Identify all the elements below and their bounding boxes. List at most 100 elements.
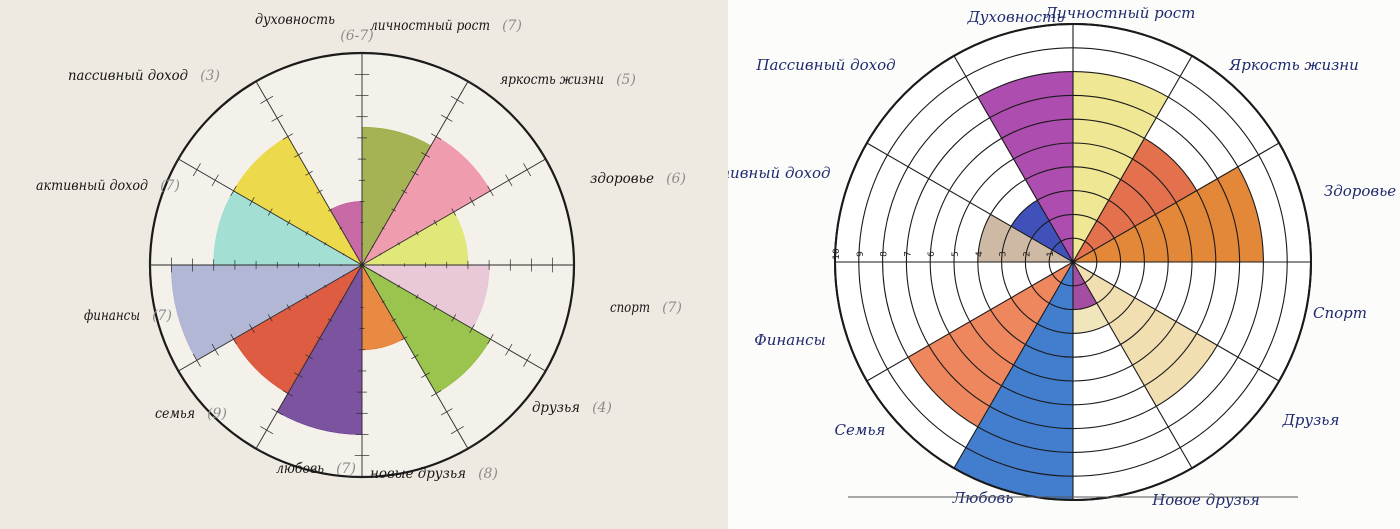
category-label-5: Спорт <box>1313 304 1367 322</box>
tick-mark <box>460 444 476 453</box>
tick-mark <box>267 208 273 216</box>
tick-label: 8 <box>880 251 890 257</box>
tick-mark <box>305 230 309 236</box>
left-wheel-photo: духовность (6-7) личностный рост (7) яркость… <box>0 0 728 529</box>
segment-label-3: яркость жизни (5) <box>500 72 636 88</box>
spoke <box>1072 261 1280 382</box>
score-text: (7) <box>502 18 522 34</box>
tick-mark <box>541 151 550 167</box>
tick-mark <box>282 390 293 397</box>
segment-label-2: личностный рост (7) <box>370 18 522 34</box>
category-label-6: Друзья <box>1282 411 1340 429</box>
spoke <box>1072 142 1280 263</box>
wedge-5 <box>1073 262 1218 407</box>
tick-mark <box>397 242 400 246</box>
spoke <box>866 261 1074 382</box>
label-text: друзья <box>532 400 580 416</box>
spoke <box>1072 55 1193 263</box>
tick-mark <box>211 174 219 187</box>
tick-mark <box>415 294 419 300</box>
tick-mark <box>411 354 419 360</box>
label-text: активный доход <box>36 178 148 194</box>
label-text: пассивный доход <box>68 68 188 84</box>
tick-mark <box>421 152 430 158</box>
tick-mark <box>431 390 442 397</box>
category-label-8: Любовь <box>952 489 1014 507</box>
tick-mark <box>248 444 264 453</box>
score-text: (7) <box>152 308 172 324</box>
tick-mark <box>286 219 291 226</box>
label-text: здоровье <box>590 171 654 187</box>
wedge-2 <box>1073 138 1197 262</box>
tick-mark <box>391 318 397 322</box>
label-text: новые друзья <box>370 466 466 482</box>
tick-mark <box>249 324 255 333</box>
label-text: спорт <box>610 300 650 316</box>
tick-mark <box>339 227 343 230</box>
tick-mark <box>230 334 237 345</box>
score-text: (3) <box>200 68 220 84</box>
tick-mark <box>286 304 291 311</box>
segment-label-5: спорт (7) <box>610 300 682 316</box>
tick-mark <box>451 208 457 216</box>
category-label-11: Активный доход <box>728 164 831 182</box>
tick-mark <box>379 274 382 277</box>
category-label-1: Духовность <box>967 8 1065 26</box>
score-text: (9) <box>207 406 227 422</box>
tick-mark <box>305 170 313 176</box>
tick-mark <box>469 197 475 206</box>
tick-mark <box>174 151 183 167</box>
segment-label-7: новые друзья (8) <box>370 466 498 482</box>
tick-mark <box>411 170 419 176</box>
tick-mark <box>440 114 453 122</box>
tick-mark <box>523 163 532 177</box>
score-text: (8) <box>478 466 498 482</box>
wedge-7 <box>954 262 1073 500</box>
tick-mark <box>487 185 494 196</box>
tick-mark <box>505 174 513 187</box>
category-label-9: Семья <box>835 421 886 439</box>
tick-mark <box>371 282 374 285</box>
label-text: любовь <box>276 461 324 477</box>
category-label-4: Здоровье <box>1324 182 1396 200</box>
tick-label: 1 <box>1046 251 1056 257</box>
tick-mark <box>271 408 284 416</box>
segment-label-12: пассивный доход (3) <box>68 68 220 84</box>
tick-label: 7 <box>903 251 913 257</box>
tick-mark <box>271 114 284 122</box>
spoke <box>1072 261 1193 469</box>
tick-mark <box>192 353 201 367</box>
tick-mark <box>450 426 464 435</box>
tick-label: 2 <box>1022 251 1032 257</box>
tick-mark <box>381 227 385 230</box>
tick-mark <box>294 152 303 158</box>
tick-mark <box>267 314 273 322</box>
tick-mark <box>327 208 333 212</box>
category-label-12: Пассивный доход <box>755 56 895 74</box>
tick-mark <box>324 284 327 288</box>
segment-label-10: финансы (7) <box>84 308 172 324</box>
tick-mark <box>401 336 408 341</box>
segment-label-9: семья (9) <box>155 406 227 422</box>
tick-label: 4 <box>975 251 985 257</box>
score-text: (6-7) <box>340 28 373 44</box>
tick-label: 3 <box>999 251 1009 257</box>
tick-mark <box>260 95 274 104</box>
tick-mark <box>381 300 385 303</box>
spoke <box>953 55 1074 263</box>
segment-label-1: духовность (6-7) <box>255 12 374 44</box>
tick-mark <box>192 163 201 177</box>
wedge-12 <box>977 71 1073 262</box>
extra-wedge-2 <box>1073 262 1097 310</box>
tick-mark <box>316 336 323 341</box>
wedge-3 <box>1073 166 1264 262</box>
category-label-3: Яркость жизни <box>1228 56 1359 74</box>
tick-mark <box>342 274 345 277</box>
tick-label: 9 <box>856 251 866 257</box>
tick-mark <box>421 372 430 378</box>
segment-label-4: здоровье (6) <box>590 171 686 187</box>
tick-mark <box>541 363 550 379</box>
category-label-10: Финансы <box>754 331 825 349</box>
tick-mark <box>339 300 343 303</box>
category-label-7: Новое друзья <box>1151 491 1260 509</box>
